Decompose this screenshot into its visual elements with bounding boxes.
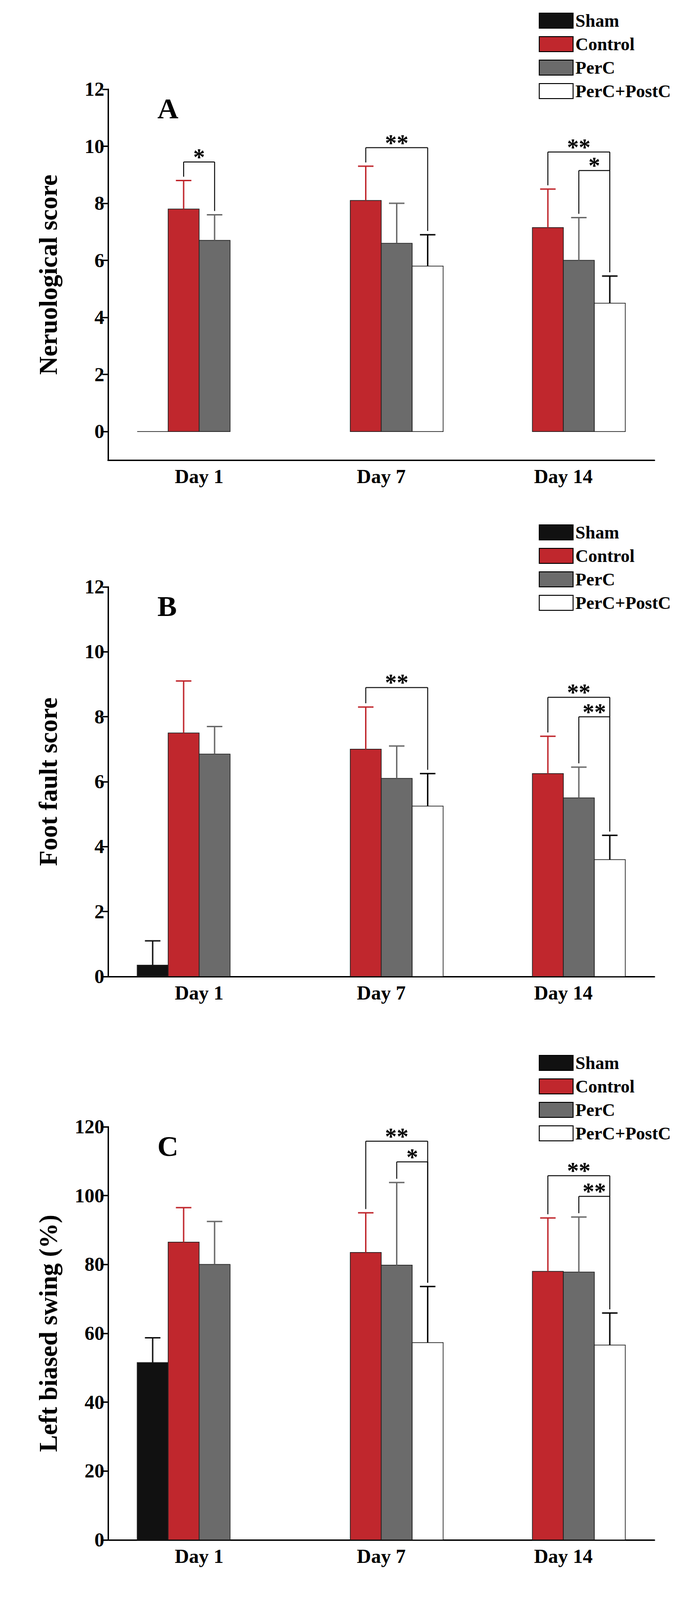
svg-text:2: 2 xyxy=(94,901,105,924)
svg-text:Foot fault score: Foot fault score xyxy=(34,698,63,867)
svg-text:**: ** xyxy=(582,699,607,726)
svg-text:PerC+PostC: PerC+PostC xyxy=(575,1124,671,1144)
svg-text:Day 1: Day 1 xyxy=(174,1546,224,1569)
svg-text:Day 7: Day 7 xyxy=(357,466,406,488)
svg-text:Day 14: Day 14 xyxy=(534,466,593,488)
svg-text:2: 2 xyxy=(94,364,105,386)
svg-text:8: 8 xyxy=(94,706,105,729)
svg-text:0: 0 xyxy=(94,966,105,988)
svg-text:0: 0 xyxy=(94,420,105,443)
svg-text:Sham: Sham xyxy=(575,522,620,543)
svg-text:Sham: Sham xyxy=(575,10,620,31)
svg-text:B: B xyxy=(157,590,177,623)
svg-text:*: * xyxy=(193,143,205,171)
svg-text:0: 0 xyxy=(94,1530,105,1552)
svg-text:Neruological score: Neruological score xyxy=(34,174,63,375)
svg-text:**: ** xyxy=(384,669,409,696)
svg-text:40: 40 xyxy=(84,1392,105,1415)
svg-text:Day 1: Day 1 xyxy=(174,982,224,1005)
svg-text:Sham: Sham xyxy=(575,1053,620,1074)
svg-text:Day 7: Day 7 xyxy=(357,982,406,1005)
svg-text:*: * xyxy=(588,152,601,179)
svg-text:Day 1: Day 1 xyxy=(174,466,224,488)
svg-text:**: ** xyxy=(384,129,409,156)
svg-text:**: ** xyxy=(567,133,591,161)
svg-text:PerC: PerC xyxy=(575,1100,615,1121)
svg-text:PerC+PostC: PerC+PostC xyxy=(575,81,671,102)
svg-text:Control: Control xyxy=(575,1077,635,1097)
svg-text:C: C xyxy=(157,1130,179,1163)
svg-text:10: 10 xyxy=(84,641,105,663)
svg-text:**: ** xyxy=(582,1178,607,1206)
svg-text:PerC: PerC xyxy=(575,57,615,78)
svg-text:Day 7: Day 7 xyxy=(357,1546,406,1569)
svg-text:Left biased swing (%): Left biased swing (%) xyxy=(34,1215,63,1454)
svg-text:PerC+PostC: PerC+PostC xyxy=(575,593,671,614)
svg-text:Day 14: Day 14 xyxy=(534,1546,593,1569)
svg-text:PerC: PerC xyxy=(575,569,615,590)
svg-text:60: 60 xyxy=(84,1323,105,1346)
svg-text:4: 4 xyxy=(94,306,105,329)
svg-text:120: 120 xyxy=(74,1116,105,1139)
svg-text:100: 100 xyxy=(74,1185,105,1208)
svg-text:6: 6 xyxy=(94,771,105,794)
svg-text:20: 20 xyxy=(84,1461,105,1483)
svg-text:Control: Control xyxy=(575,34,635,55)
svg-text:10: 10 xyxy=(84,135,105,158)
svg-text:4: 4 xyxy=(94,836,105,858)
svg-text:Control: Control xyxy=(575,546,635,567)
svg-text:80: 80 xyxy=(84,1254,105,1276)
svg-text:8: 8 xyxy=(94,192,105,215)
svg-text:Day 14: Day 14 xyxy=(534,982,593,1005)
svg-text:*: * xyxy=(406,1144,419,1171)
svg-text:**: ** xyxy=(384,1123,409,1151)
svg-text:6: 6 xyxy=(94,249,105,272)
svg-text:12: 12 xyxy=(84,576,105,599)
svg-text:A: A xyxy=(157,92,179,125)
svg-text:12: 12 xyxy=(84,78,105,101)
